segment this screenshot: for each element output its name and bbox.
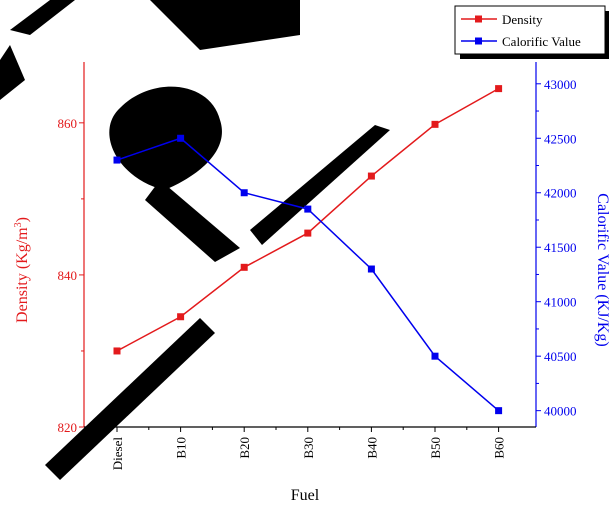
y-right-tick-label: 40000	[544, 404, 577, 419]
y-right-tick-label: 43000	[544, 77, 577, 92]
y-left-tick-label: 860	[58, 116, 78, 131]
series-layer	[113, 85, 503, 415]
legend-density-label: Density	[502, 12, 543, 27]
legend-calorific-marker	[475, 37, 482, 45]
density-point	[177, 313, 185, 321]
stroke-diag-1	[145, 180, 240, 262]
legend-calorific-label: Calorific Value	[502, 34, 581, 49]
y-left-tick-label: 820	[58, 420, 78, 435]
x-tick-label: B30	[301, 437, 316, 459]
calorific-point	[431, 352, 439, 360]
y-left-tick-label: 840	[58, 268, 78, 283]
calorific-point	[240, 189, 248, 197]
y-right-tick-label: 42000	[544, 186, 577, 201]
density-point	[367, 172, 375, 180]
stroke-top-mid	[150, 0, 300, 50]
x-tick-label: B10	[174, 437, 189, 459]
x-tick-label: Diesel	[110, 437, 125, 471]
legend-density-marker	[475, 15, 482, 23]
legend: Density Calorific Value	[454, 5, 609, 59]
calorific-point	[113, 156, 121, 164]
stroke-top-left	[10, 0, 75, 35]
y-right-tick-label: 41500	[544, 240, 577, 255]
y-left-title-main: Density (Kg/m	[14, 227, 31, 323]
legend-box	[454, 5, 606, 55]
y-axis-left-title: Density (Kg/m3)	[13, 217, 31, 323]
density-point	[495, 85, 503, 93]
x-tick-label: B60	[492, 437, 507, 459]
density-point	[113, 347, 121, 355]
y-right-tick-label: 42500	[544, 131, 577, 146]
x-tick-label: B40	[364, 437, 379, 459]
calorific-point	[177, 134, 185, 142]
calorific-point	[367, 265, 375, 273]
y-left-title-end: )	[14, 217, 31, 222]
x-tick-label: B20	[237, 437, 252, 459]
y-left-title-sup: 3	[13, 222, 24, 227]
y-right-tick-label: 40500	[544, 349, 577, 364]
calorific-point	[495, 407, 503, 415]
density-point	[304, 229, 312, 237]
stroke-left	[0, 45, 25, 100]
x-axis-title: Fuel	[291, 487, 320, 504]
y-axis-right-title: Calorific Value (KJ/Kg)	[594, 193, 609, 346]
axes: 820 840 860 40000 40500 41000 41500 42000 42500 4…	[58, 62, 577, 470]
background-strokes	[0, 0, 390, 480]
density-point	[240, 263, 248, 271]
y-right-tick-label: 41000	[544, 295, 577, 310]
calorific-point	[304, 205, 312, 213]
x-tick-label: B50	[428, 437, 443, 459]
stroke-diag-3	[45, 318, 215, 480]
stroke-blob	[109, 86, 222, 190]
stroke-diag-2	[250, 125, 390, 245]
density-point	[431, 120, 439, 128]
